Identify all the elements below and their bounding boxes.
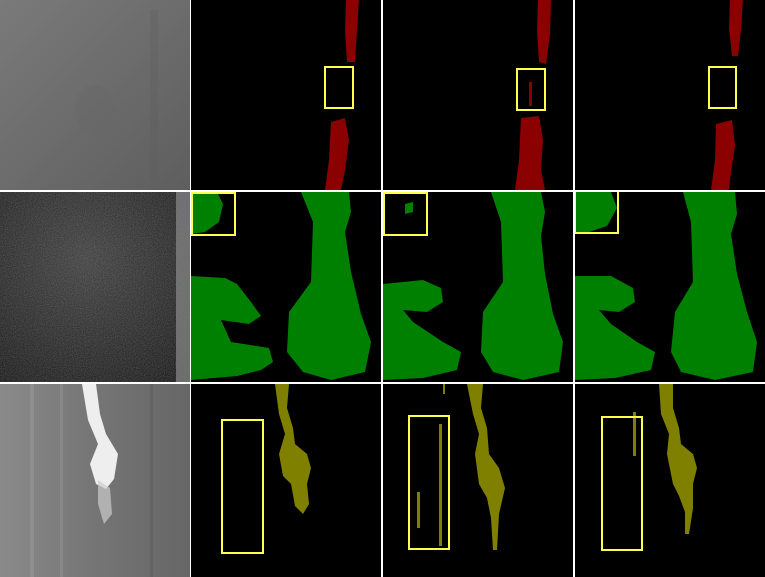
defect-region: [481, 192, 563, 380]
defect-region: [275, 384, 311, 514]
highlight-box: [324, 66, 354, 109]
row3-prediction-b-mask: [575, 384, 765, 577]
highlight-box: [191, 192, 236, 236]
defect-region: [633, 412, 636, 456]
defect-region: [405, 202, 413, 214]
highlight-box: [601, 416, 643, 551]
defect-region: [515, 116, 545, 190]
row1-input-image: [0, 0, 190, 190]
defect-region: [729, 0, 743, 56]
row1-prediction-b-mask: [575, 0, 765, 190]
row1-prediction-a-mask: [383, 0, 573, 190]
defect-region: [191, 192, 223, 234]
defect-region: [537, 0, 551, 64]
highlight-box: [516, 68, 546, 111]
defect-region: [287, 192, 371, 380]
highlight-box: [708, 66, 737, 109]
defect-region: [711, 120, 735, 190]
row2-prediction-b-mask: [575, 192, 765, 382]
defect-region: [191, 276, 273, 380]
row2-input-image: [0, 192, 190, 382]
row2-prediction-a-mask: [383, 192, 573, 382]
defect-region: [325, 118, 349, 190]
defect-highlight: [82, 384, 118, 489]
defect-region: [671, 192, 757, 380]
defect-region: [439, 424, 442, 546]
defect-region: [443, 384, 445, 394]
defect-region: [417, 492, 420, 528]
row1-ground-truth-mask: [191, 0, 381, 190]
defect-region: [345, 0, 359, 62]
highlight-box: [383, 192, 428, 236]
highlight-box: [408, 415, 450, 550]
row2-ground-truth-mask: [191, 192, 381, 382]
defect-region: [575, 192, 617, 234]
row3-ground-truth-mask: [191, 384, 381, 577]
defect-region: [383, 280, 461, 380]
row3-input-image: [0, 384, 190, 577]
highlight-box: [575, 192, 619, 234]
defect-region: [575, 276, 655, 380]
defect-region: [529, 82, 532, 106]
defect-region: [659, 384, 697, 534]
row3-prediction-a-mask: [383, 384, 573, 577]
highlight-box: [221, 419, 264, 554]
defect-region: [467, 384, 505, 550]
